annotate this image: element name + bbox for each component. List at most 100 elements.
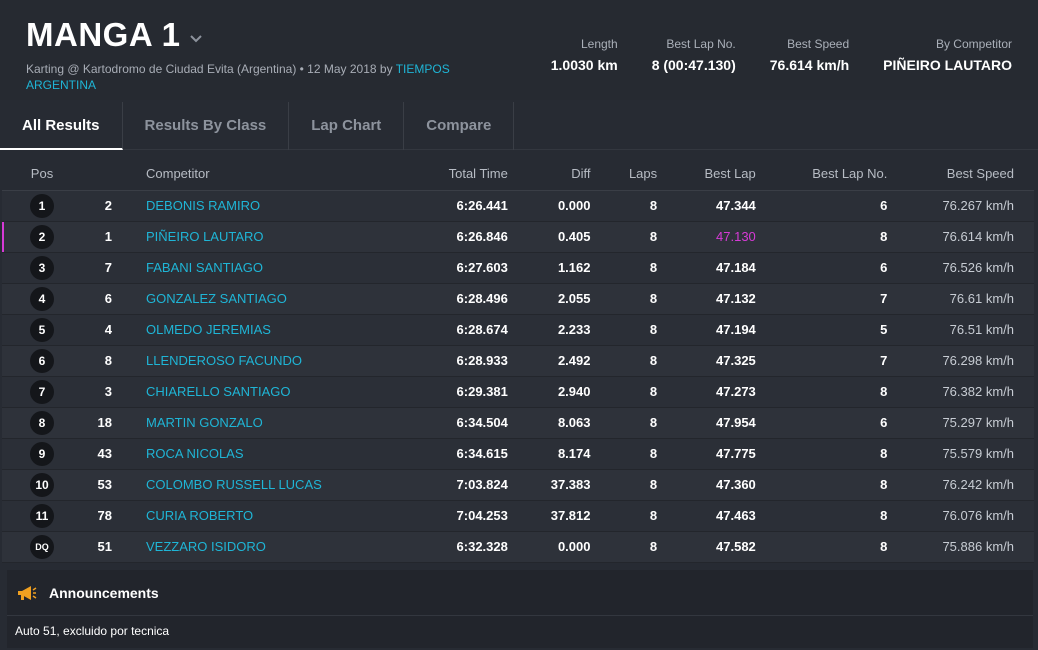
cell-competitor[interactable]: ROCA NICOLAS [146, 446, 244, 461]
cell-total-time: 6:28.496 [456, 291, 508, 306]
cell-best-lap: 47.775 [716, 446, 756, 461]
cell-best-speed: 76.51 km/h [949, 322, 1014, 337]
cell-best-lap: 47.344 [716, 198, 756, 213]
col-laps[interactable]: Laps [610, 158, 678, 191]
chevron-down-icon[interactable] [188, 30, 204, 46]
megaphone-icon [18, 585, 37, 600]
cell-best-speed: 76.382 km/h [942, 384, 1014, 399]
cell-competitor[interactable]: CHIARELLO SANTIAGO [146, 384, 291, 399]
page-title: MANGA 1 [26, 16, 181, 53]
table-row[interactable]: DQ 51 VEZZARO ISIDORO 6:32.328 0.000 8 47.582 8… [2, 531, 1034, 562]
col-total-time[interactable]: Total Time [418, 158, 528, 191]
cell-best-lap: 47.463 [716, 508, 756, 523]
tab-lap-chart[interactable]: Lap Chart [289, 102, 405, 150]
tab-all-results[interactable]: All Results [0, 102, 123, 150]
cell-number: 2 [104, 198, 112, 213]
cell-best-lap-no: 6 [880, 260, 888, 275]
cell-diff: 2.055 [557, 291, 591, 306]
cell-competitor[interactable]: CURIA ROBERTO [146, 508, 254, 523]
title-row[interactable]: MANGA 1 [26, 16, 204, 54]
cell-competitor[interactable]: LLENDEROSO FACUNDO [146, 353, 303, 368]
cell-best-lap-no: 6 [880, 415, 888, 430]
results-table-wrap: Pos Competitor Total Time Diff Laps Best… [2, 158, 1034, 563]
organizer-link[interactable]: TIEMPOS ARGENTINA [26, 62, 450, 92]
cell-competitor[interactable]: COLOMBO RUSSELL LUCAS [146, 477, 322, 492]
cell-number: 43 [97, 446, 112, 461]
stat-label: Length [580, 37, 618, 51]
cell-best-lap: 47.954 [716, 415, 756, 430]
table-row[interactable]: 3 7 FABANI SANTIAGO 6:27.603 1.162 8 47.184 6 76… [2, 252, 1034, 283]
cell-best-speed: 76.298 km/h [942, 353, 1014, 368]
cell-diff: 0.000 [557, 198, 591, 213]
cell-laps: 8 [649, 508, 658, 523]
cell-competitor[interactable]: PIÑEIRO LAUTARO [146, 229, 264, 244]
cell-best-lap-no: 8 [880, 229, 888, 244]
stat-value: 8 (00:47.130) [651, 57, 736, 73]
tab-compare[interactable]: Compare [404, 102, 515, 150]
col-diff[interactable]: Diff [527, 158, 611, 191]
cell-total-time: 6:34.504 [456, 415, 508, 430]
cell-competitor[interactable]: FABANI SANTIAGO [146, 260, 264, 275]
cell-diff: 37.383 [550, 477, 591, 492]
results-tabs: All Results Results By Class Lap Chart C… [0, 102, 1038, 150]
cell-best-lap-no: 7 [880, 353, 888, 368]
announcements-panel: Announcements Auto 51, excluido por tecn… [7, 570, 1033, 648]
cell-pos: 4 [2, 283, 82, 314]
cell-best-lap-no: 7 [880, 291, 888, 306]
table-row[interactable]: 5 4 OLMEDO JEREMIAS 6:28.674 2.233 8 47.194 5 76… [2, 314, 1034, 345]
cell-competitor[interactable]: DEBONIS RAMIRO [146, 198, 261, 213]
cell-laps: 8 [649, 353, 658, 368]
cell-competitor[interactable]: MARTIN GONZALO [146, 415, 263, 430]
announcements-header: Announcements [7, 570, 1033, 616]
col-best-speed[interactable]: Best Speed [907, 158, 1034, 191]
table-row[interactable]: 7 3 CHIARELLO SANTIAGO 6:29.381 2.940 8 47.273… [2, 376, 1034, 407]
cell-number: 53 [97, 477, 112, 492]
cell-laps: 8 [649, 384, 658, 399]
cell-laps: 8 [649, 229, 658, 244]
table-row[interactable]: 9 43 ROCA NICOLAS 6:34.615 8.174 8 47.775 8 75.5… [2, 438, 1034, 469]
table-row[interactable]: 10 53 COLOMBO RUSSELL LUCAS 7:03.824 37.383 8… [2, 469, 1034, 500]
results-table: Pos Competitor Total Time Diff Laps Best… [2, 158, 1034, 563]
cell-number: 6 [104, 291, 112, 306]
cell-best-lap: 47.130 [716, 229, 756, 244]
position-badge: DQ [30, 534, 54, 559]
col-best-lap[interactable]: Best Lap [677, 158, 776, 191]
table-row[interactable]: 11 78 CURIA ROBERTO 7:04.253 37.812 8 47.463 8 7… [2, 500, 1034, 531]
cell-competitor[interactable]: VEZZARO ISIDORO [146, 539, 266, 554]
cell-pos: 1 [2, 190, 82, 221]
col-best-lap-no[interactable]: Best Lap No. [775, 158, 908, 191]
table-row[interactable]: 6 8 LLENDEROSO FACUNDO 6:28.933 2.492 8 47.325… [2, 345, 1034, 376]
cell-competitor[interactable]: GONZALEZ SANTIAGO [146, 291, 287, 306]
cell-diff: 2.940 [557, 384, 591, 399]
cell-best-lap: 47.360 [716, 477, 756, 492]
cell-number: 51 [97, 539, 112, 554]
col-competitor[interactable]: Competitor [142, 158, 419, 191]
stat-best-lap-no: Best Lap No. 8 (00:47.130) [652, 37, 736, 73]
col-number[interactable] [82, 158, 142, 191]
cell-best-lap-no: 6 [880, 198, 888, 213]
table-row[interactable]: 8 18 MARTIN GONZALO 6:34.504 8.063 8 47.954 6 75… [2, 407, 1034, 438]
stat-label: Best Speed [787, 37, 850, 51]
cell-number: 4 [104, 322, 112, 337]
tab-results-by-class[interactable]: Results By Class [123, 102, 290, 150]
position-badge: 7 [30, 379, 54, 404]
cell-pos: 5 [2, 314, 82, 345]
cell-best-speed: 76.614 km/h [942, 229, 1014, 244]
cell-best-lap: 47.194 [716, 322, 756, 337]
stat-label: By Competitor [935, 37, 1012, 51]
cell-total-time: 6:32.328 [456, 539, 508, 554]
cell-laps: 8 [649, 446, 658, 461]
cell-total-time: 7:03.824 [456, 477, 508, 492]
cell-competitor[interactable]: OLMEDO JEREMIAS [146, 322, 271, 337]
cell-best-lap-no: 5 [880, 322, 888, 337]
cell-best-lap: 47.184 [716, 260, 756, 275]
table-row[interactable]: 1 2 DEBONIS RAMIRO 6:26.441 0.000 8 47.344 6 76.… [2, 190, 1034, 221]
table-row[interactable]: 4 6 GONZALEZ SANTIAGO 6:28.496 2.055 8 47.132 7… [2, 283, 1034, 314]
cell-laps: 8 [649, 539, 658, 554]
col-pos[interactable]: Pos [2, 158, 82, 191]
session-header: MANGA 1 Karting @ Kartodromo de Ciudad E… [0, 0, 1038, 100]
cell-number: 78 [97, 508, 112, 523]
position-badge: 9 [30, 441, 54, 466]
cell-pos: 6 [2, 345, 82, 376]
table-row[interactable]: 2 1 PIÑEIRO LAUTARO 6:26.846 0.405 8 47.130 8 76… [2, 221, 1034, 252]
